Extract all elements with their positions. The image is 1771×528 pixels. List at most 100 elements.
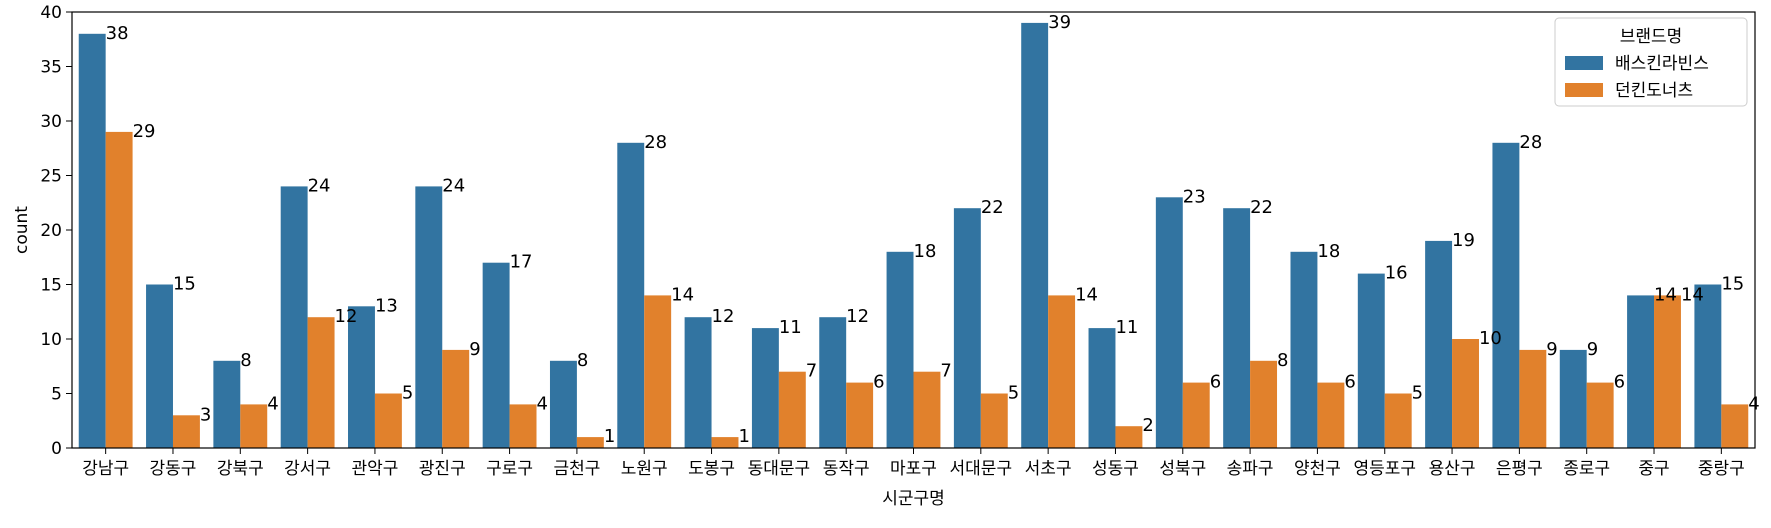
data-label: 12 <box>846 306 869 327</box>
bar <box>549 360 577 448</box>
bar <box>307 317 335 448</box>
bar <box>1290 251 1318 448</box>
x-tick-label: 강남구 <box>82 459 129 479</box>
data-label: 1 <box>604 426 615 447</box>
y-tick-label: 25 <box>40 167 62 187</box>
y-axis-label: count <box>12 206 32 254</box>
x-tick-label: 양천구 <box>1294 459 1341 479</box>
bar <box>953 208 981 448</box>
data-label: 12 <box>335 306 358 327</box>
x-tick-label: 마포구 <box>890 459 937 479</box>
data-labels-layer: 3815824132417828121112182239112322181619… <box>106 12 1760 447</box>
x-tick-label: 구로구 <box>486 459 533 479</box>
data-label: 7 <box>806 361 817 382</box>
bar <box>78 33 106 449</box>
bar <box>1088 328 1116 448</box>
bars-layer <box>78 22 1749 449</box>
x-tick-label: 노원구 <box>621 459 668 479</box>
bar <box>1425 240 1453 448</box>
x-tick-label: 중랑구 <box>1698 459 1745 479</box>
bar <box>1182 382 1210 448</box>
bar <box>213 360 241 448</box>
y-tick-label: 10 <box>40 330 62 350</box>
bar <box>280 186 308 448</box>
bar <box>980 393 1008 448</box>
bar <box>1021 22 1049 449</box>
bar <box>146 284 173 448</box>
x-tick-label: 광진구 <box>419 459 466 479</box>
data-label: 38 <box>106 23 129 44</box>
x-tick-label: 도봉구 <box>688 459 735 479</box>
bar <box>1519 349 1547 448</box>
bar <box>1250 360 1278 448</box>
x-tick-label: 강북구 <box>217 459 264 479</box>
data-label: 11 <box>779 317 802 338</box>
bar <box>1627 295 1655 448</box>
x-tick-label: 영등포구 <box>1353 459 1416 479</box>
data-label: 6 <box>1614 372 1625 393</box>
data-label: 39 <box>1048 12 1071 33</box>
bar <box>819 317 847 448</box>
bar <box>684 317 712 448</box>
data-label: 4 <box>537 393 548 414</box>
data-label: 14 <box>1681 284 1704 305</box>
bar <box>846 382 874 448</box>
x-tick-label: 강서구 <box>284 459 331 479</box>
bar <box>1357 273 1385 448</box>
bar <box>913 371 941 448</box>
bar <box>172 415 200 448</box>
data-label: 5 <box>1008 383 1019 404</box>
bar <box>415 186 443 448</box>
data-label: 5 <box>1412 383 1423 404</box>
x-tick-label: 성북구 <box>1159 459 1206 479</box>
x-tick-label: 동작구 <box>823 459 870 479</box>
bar <box>576 437 604 448</box>
bar <box>1492 142 1520 449</box>
data-label: 24 <box>442 175 465 196</box>
bar <box>711 437 739 448</box>
data-label: 17 <box>510 252 533 273</box>
legend-swatch <box>1565 56 1603 70</box>
data-label: 8 <box>1277 350 1288 371</box>
data-label: 4 <box>1748 393 1759 414</box>
data-label: 6 <box>1344 372 1355 393</box>
data-label: 9 <box>1587 339 1598 360</box>
bar <box>105 131 133 448</box>
data-label: 22 <box>981 197 1004 218</box>
data-label: 18 <box>1317 241 1340 262</box>
x-tick-label: 성동구 <box>1092 459 1139 479</box>
bar <box>1317 382 1345 448</box>
bar <box>374 393 402 448</box>
data-label: 2 <box>1142 415 1153 436</box>
data-label: 14 <box>1075 284 1098 305</box>
data-label: 4 <box>267 393 278 414</box>
bar <box>1048 295 1076 448</box>
data-label: 28 <box>644 132 667 153</box>
data-label: 10 <box>1479 328 1502 349</box>
bar <box>348 306 375 448</box>
bar <box>644 295 672 448</box>
y-tick-label: 0 <box>51 439 62 459</box>
data-label: 15 <box>173 274 196 295</box>
x-tick-label: 용산구 <box>1429 459 1476 479</box>
x-axis-label: 시군구명 <box>882 489 945 509</box>
x-tick-label: 서대문구 <box>950 459 1013 479</box>
data-label: 6 <box>873 372 884 393</box>
bar <box>778 371 806 448</box>
data-label: 13 <box>375 295 398 316</box>
bar <box>751 328 779 448</box>
data-label: 14 <box>671 284 694 305</box>
x-tick-label: 서초구 <box>1025 459 1072 479</box>
x-tick-label: 중구 <box>1638 459 1669 479</box>
bar <box>1694 284 1722 448</box>
bar <box>1654 295 1681 448</box>
x-tick-label: 종로구 <box>1563 459 1610 479</box>
legend-swatch <box>1565 83 1603 97</box>
x-tick-label: 강동구 <box>150 459 197 479</box>
bar <box>482 262 510 448</box>
x-tick-label: 동대문구 <box>748 459 811 479</box>
legend-label: 던킨도너츠 <box>1615 81 1693 101</box>
